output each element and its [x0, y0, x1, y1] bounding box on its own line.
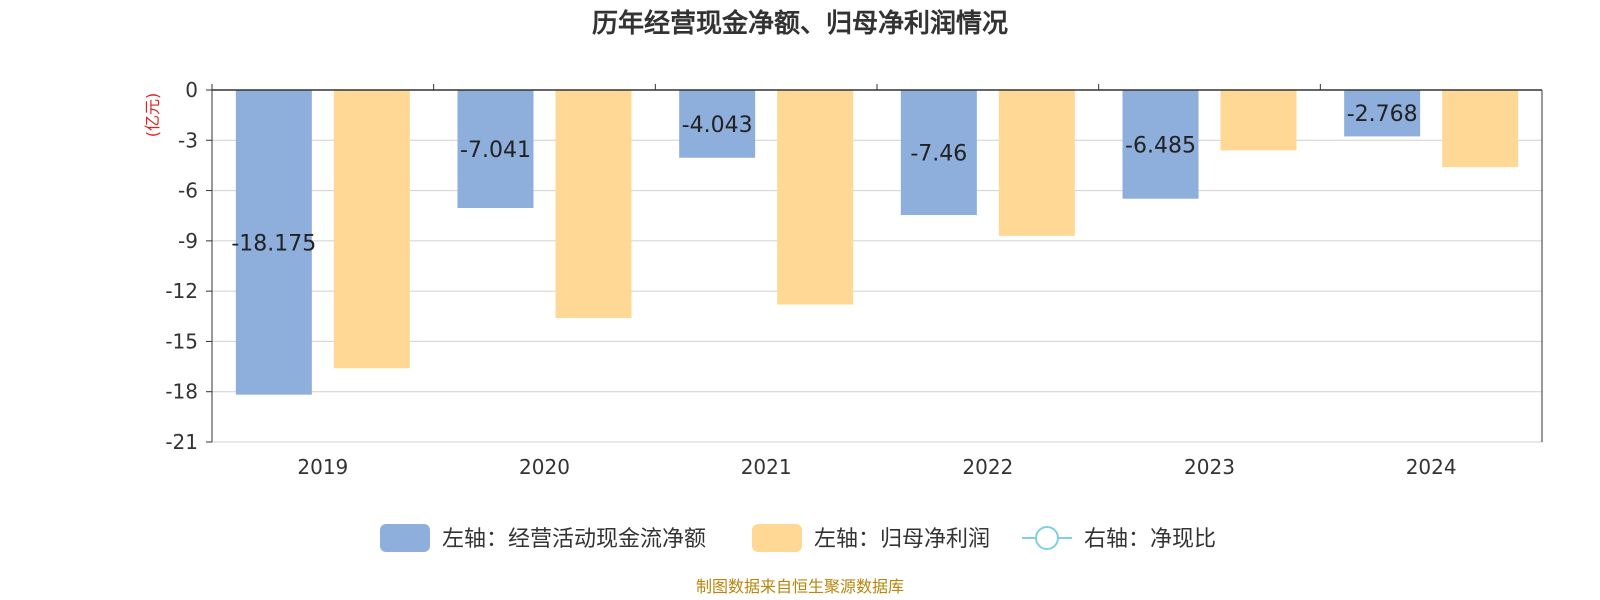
x-tick-label: 2020: [519, 455, 570, 479]
bar-net-profit[interactable]: [333, 90, 410, 369]
bar-net-profit[interactable]: [555, 90, 632, 318]
legend-label: 左轴：归母净利润: [814, 527, 990, 552]
y-tick-label: -9: [178, 229, 198, 253]
x-tick-label: 2023: [1184, 455, 1235, 479]
legend[interactable]: 左轴：经营活动现金流净额 左轴：归母净利润 右轴：净现比: [380, 524, 1216, 552]
y-tick-label: -15: [165, 329, 198, 353]
data-label: -7.46: [910, 142, 967, 167]
legend-item-cash-ratio[interactable]: 右轴：净现比: [1022, 526, 1216, 552]
legend-label: 右轴：净现比: [1084, 527, 1216, 552]
bar-net-profit[interactable]: [998, 90, 1075, 236]
x-tick-label: 2021: [741, 455, 792, 479]
y-tick-label: -18: [165, 380, 198, 404]
bar-operating-cash-flow[interactable]: [900, 90, 977, 216]
bar-group: [235, 90, 1519, 395]
y-tick-label: -3: [178, 128, 198, 152]
bar-operating-cash-flow[interactable]: [1122, 90, 1199, 199]
x-tick-label: 2019: [297, 455, 348, 479]
data-label: -18.175: [231, 231, 316, 256]
bar-net-profit[interactable]: [1442, 90, 1519, 168]
bar-operating-cash-flow[interactable]: [1344, 90, 1421, 137]
chart-title: 历年经营现金净额、归母净利润情况: [592, 8, 1008, 39]
legend-item-operating-cash-flow[interactable]: 左轴：经营活动现金流净额: [380, 524, 706, 552]
y-tick-label: -6: [178, 179, 198, 203]
data-label: -6.485: [1125, 133, 1196, 158]
x-tick-label: 2022: [962, 455, 1013, 479]
bar-net-profit[interactable]: [1220, 90, 1297, 151]
y-tick-label: -12: [165, 279, 198, 303]
bar-operating-cash-flow[interactable]: [679, 90, 756, 158]
y-tick-label: 0: [185, 78, 198, 102]
legend-swatch-marker: [1035, 526, 1059, 550]
data-label: -2.768: [1347, 102, 1418, 127]
axes: 0 -3 -6 -9 -12 -15 -18 -21 2019 2020 2021 2022 2023 2…: [165, 78, 1543, 479]
legend-label: 左轴：经营活动现金流净额: [442, 527, 706, 552]
y-tick-label: -21: [165, 430, 198, 454]
legend-swatch: [380, 524, 430, 552]
data-labels: -18.175 -7.041 -4.043 -7.46 -6.485 -2.768: [231, 102, 1417, 256]
bar-net-profit[interactable]: [777, 90, 854, 305]
data-label: -4.043: [682, 113, 753, 138]
y-axis-unit: (亿元): [143, 93, 162, 138]
x-tick-label: 2024: [1406, 455, 1457, 479]
bar-operating-cash-flow[interactable]: [457, 90, 534, 209]
bar-operating-cash-flow[interactable]: [235, 90, 312, 395]
legend-item-net-profit[interactable]: 左轴：归母净利润: [752, 524, 990, 552]
legend-swatch: [752, 524, 802, 552]
data-label: -7.041: [460, 138, 531, 163]
source-note: 制图数据来自恒生聚源数据库: [696, 577, 904, 596]
grid-lines: [212, 139, 1542, 443]
